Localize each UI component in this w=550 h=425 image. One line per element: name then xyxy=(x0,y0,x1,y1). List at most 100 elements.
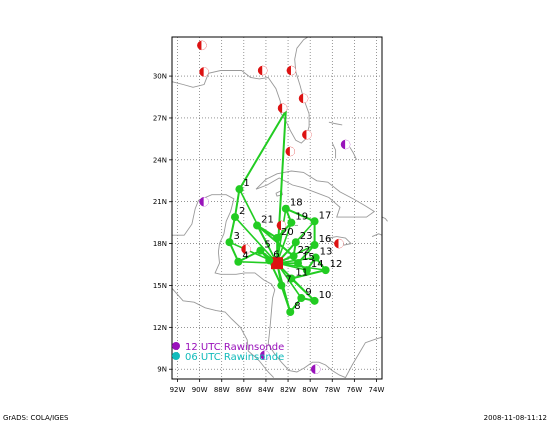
rawinsonde-12utc-marker xyxy=(260,350,270,361)
marker-half xyxy=(204,67,209,77)
waypoint-label: 15 xyxy=(302,252,315,263)
footer-timestamp: 2008-11-08-11:12 xyxy=(483,414,547,422)
waypoint-label: 21 xyxy=(261,214,274,225)
lon-tick-label: 88W xyxy=(214,386,230,394)
marker-half xyxy=(345,139,351,149)
coastline xyxy=(349,147,358,160)
coastline xyxy=(275,189,284,197)
track-spoke xyxy=(276,222,293,264)
legend-06utc-label: 06 UTC Rawinsonde xyxy=(185,352,284,363)
map-frame xyxy=(171,36,383,380)
lon-tick-label: 76W xyxy=(346,386,362,394)
marker-half xyxy=(282,103,288,113)
waypoint-dot xyxy=(225,238,234,247)
waypoint-dot xyxy=(256,246,265,255)
waypoint-label: 9 xyxy=(305,287,311,298)
waypoint-label: 7 xyxy=(285,274,291,285)
observation-marker xyxy=(257,65,268,76)
coastline xyxy=(328,236,353,246)
observation-marker xyxy=(199,67,209,77)
waypoint-label: 6 xyxy=(273,249,279,260)
waypoint-dot xyxy=(277,281,286,290)
waypoint-dot xyxy=(311,253,320,262)
waypoint-dot xyxy=(321,266,330,275)
marker-half xyxy=(246,244,251,254)
lon-tick-label: 74W xyxy=(369,386,385,394)
legend-item-06utc: 06 UTC Rawinsonde xyxy=(172,352,284,363)
lon-tick-label: 90W xyxy=(192,386,208,394)
waypoint-label: 22 xyxy=(298,245,311,256)
lon-tick-label: 80W xyxy=(302,386,318,394)
coastline xyxy=(338,336,383,379)
marker-half xyxy=(303,93,309,103)
observation-marker xyxy=(302,129,312,140)
waypoint-label: 1 xyxy=(243,178,249,189)
coastline xyxy=(331,142,337,159)
waypoint-label: 12 xyxy=(330,259,343,270)
legend-06utc-marker-icon xyxy=(172,352,180,360)
marker-half xyxy=(262,66,268,76)
marker-half xyxy=(306,130,312,140)
waypoint-dot xyxy=(265,256,274,265)
observation-marker xyxy=(334,238,344,249)
waypoint-dot xyxy=(302,266,311,275)
observation-marker xyxy=(197,40,207,51)
waypoint-dot xyxy=(234,257,243,266)
waypoint-dot xyxy=(281,204,290,213)
waypoint-label: 10 xyxy=(319,290,332,301)
waypoint-label: 20 xyxy=(281,227,294,238)
track-spoke xyxy=(276,208,287,264)
observation-marker xyxy=(298,93,309,104)
waypoint-dot xyxy=(297,294,306,303)
waypoint-label: 8 xyxy=(294,301,300,312)
storm-center-marker xyxy=(271,257,283,270)
coastline xyxy=(328,121,343,126)
waypoint-dot xyxy=(231,213,239,222)
legend-12utc-marker-icon xyxy=(172,342,180,350)
waypoint-label: 13 xyxy=(320,247,333,258)
waypoint-dot xyxy=(287,218,296,227)
waypoint-label: 19 xyxy=(295,212,308,223)
legend-item-12utc: 12 UTC Rawinsonde xyxy=(172,342,284,353)
track-waypoints xyxy=(225,185,330,316)
rawinsonde-12utc-marker xyxy=(340,139,351,150)
observation-marker xyxy=(285,146,296,157)
waypoint-dot xyxy=(253,221,262,230)
coastlines xyxy=(171,36,388,379)
lat-tick-label: 9N xyxy=(157,366,167,374)
waypoint-dot xyxy=(235,185,244,194)
observation-marker xyxy=(241,244,251,254)
waypoint-label: 23 xyxy=(300,231,313,242)
waypoint-label: 3 xyxy=(233,231,239,242)
lat-tick-label: 12N xyxy=(153,324,167,332)
coastline xyxy=(255,170,376,218)
waypoint-label: 4 xyxy=(242,251,248,262)
waypoint-label: 2 xyxy=(239,206,245,217)
waypoint-label: 17 xyxy=(319,210,332,221)
axis-ticks: 92W 90W 88W 86W 84W 82W 80W 78W 76W 74W9N12N15N18… xyxy=(153,73,385,394)
waypoint-dot xyxy=(273,234,281,243)
lat-tick-label: 24N xyxy=(153,156,167,164)
lon-tick-label: 86W xyxy=(236,386,252,394)
marker-half xyxy=(291,66,296,76)
waypoint-label: 5 xyxy=(264,240,270,251)
waypoint-label: 18 xyxy=(290,198,303,209)
marker-half xyxy=(315,364,321,374)
waypoint-label: 14 xyxy=(311,259,324,270)
marker-half xyxy=(290,146,295,156)
waypoint-dot xyxy=(289,252,298,261)
observation-marker xyxy=(276,220,287,231)
rawinsonde-12utc-marker xyxy=(199,196,209,207)
waypoint-dot xyxy=(287,274,296,283)
marker-half xyxy=(281,220,286,230)
coastline xyxy=(371,233,383,238)
lat-tick-label: 21N xyxy=(153,198,167,206)
lat-tick-label: 30N xyxy=(153,73,167,81)
waypoint-dot xyxy=(294,259,302,268)
legend-12utc-label: 12 UTC Rawinsonde xyxy=(185,342,284,353)
lat-tick-label: 18N xyxy=(153,240,167,248)
observation-marker xyxy=(277,103,288,113)
track-spoke xyxy=(256,225,278,264)
